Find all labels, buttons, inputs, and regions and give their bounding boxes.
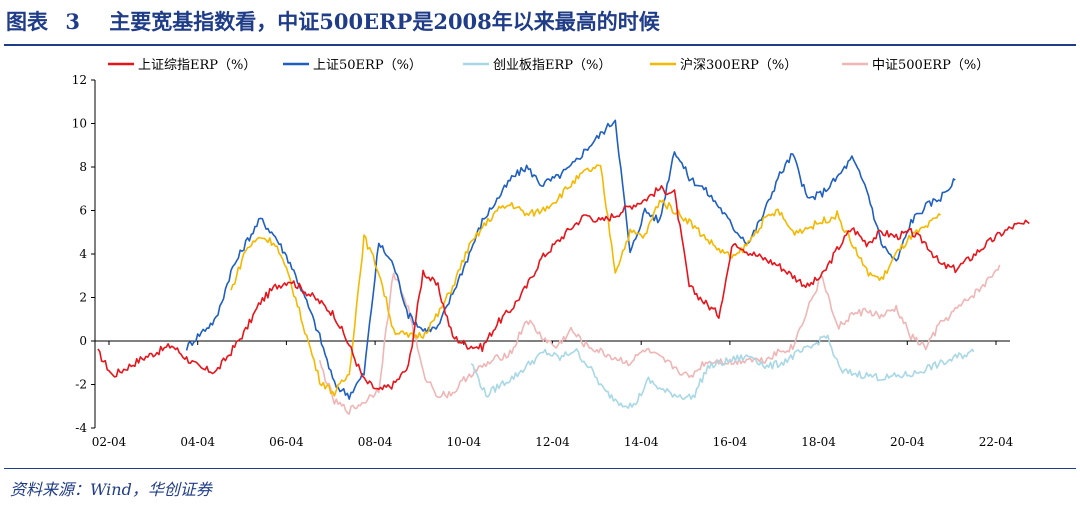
y-tick-label: 12 (72, 73, 87, 87)
y-tick-label: -4 (75, 421, 87, 435)
x-tick-label: 04-04 (180, 435, 215, 449)
legend-label-2: 创业板指ERP（%） (493, 58, 611, 73)
source-note: 资料来源：Wind，华创证券 (10, 480, 212, 499)
source-divider (4, 468, 1076, 469)
title-underline (4, 44, 1076, 46)
y-tick-label: 6 (79, 204, 87, 218)
y-tick-label: 4 (79, 247, 87, 261)
series-line-0 (97, 185, 1030, 391)
y-tick-label: 2 (79, 291, 87, 305)
legend-label-3: 沪深300ERP（%） (680, 57, 797, 73)
x-tick-label: 18-04 (801, 435, 836, 449)
figure-label: 图表 (6, 9, 48, 34)
legend-label-1: 上证50ERP（%） (313, 58, 422, 73)
figure-title-bar: 图表 3 主要宽基指数看，中证500ERP是2008年以来最高的时候 (6, 4, 660, 40)
series-line-3 (230, 164, 941, 397)
x-tick-label: 16-04 (713, 435, 748, 449)
y-tick-label: 10 (72, 117, 87, 131)
x-tick-label: 22-04 (979, 435, 1014, 449)
x-tick-label: 12-04 (535, 435, 570, 449)
series-line-1 (185, 119, 956, 400)
legend-label-4: 中证500ERP（%） (872, 58, 989, 73)
x-tick-label: 06-04 (269, 435, 304, 449)
y-tick-label: 0 (79, 334, 87, 348)
x-tick-label: 14-04 (624, 435, 659, 449)
y-tick-label: 8 (79, 160, 87, 174)
x-tick-label: 02-04 (92, 435, 127, 449)
series-line-2 (470, 334, 975, 409)
x-tick-label: 20-04 (890, 435, 925, 449)
line-chart: 12 10 8 6 4 2 0 -2 -4 02-04 04-04 06-04 08-04 10-04 12… (72, 57, 1030, 449)
x-tick-label: 10-04 (447, 435, 482, 449)
x-tick-label: 08-04 (358, 435, 393, 449)
legend-label-0: 上证综指ERP（%） (138, 58, 256, 73)
series-line-4 (318, 264, 1001, 415)
figure-number: 3 (65, 9, 80, 34)
figure-title: 主要宽基指数看，中证500ERP是2008年以来最高的时候 (109, 9, 660, 34)
y-tick-label: -2 (75, 378, 87, 392)
